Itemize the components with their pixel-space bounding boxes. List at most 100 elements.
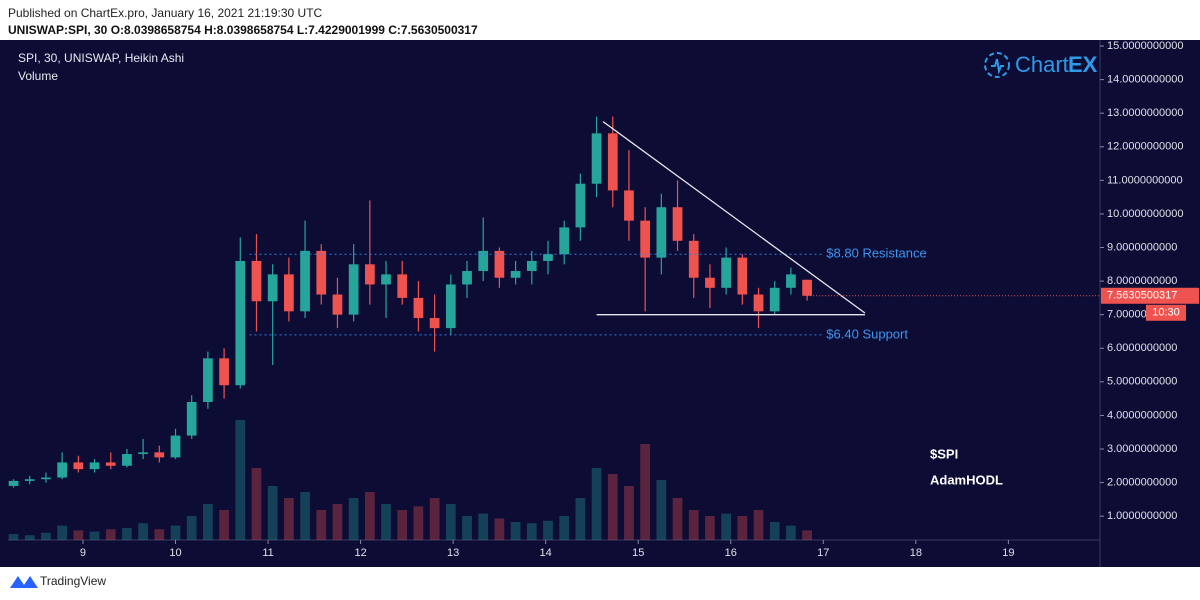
countdown-box [1146, 304, 1186, 321]
volume-bar [656, 480, 667, 540]
candle-body [413, 297, 424, 319]
candle-body [721, 257, 731, 288]
volume-bar [786, 525, 796, 540]
x-tick-label: 14 [540, 547, 552, 559]
volume-bar [267, 486, 278, 540]
volume-bar [8, 534, 19, 540]
volume-bar [413, 506, 424, 540]
y-tick-label: 6.0000000000 [1107, 342, 1177, 354]
volume-bar [24, 535, 35, 540]
volume-bar [154, 529, 165, 540]
candle-body [89, 462, 100, 470]
volume-bar [737, 516, 748, 540]
candle-body [105, 462, 116, 466]
logo-accent: EX [1068, 52, 1098, 77]
candle-body [73, 462, 84, 470]
x-tick-label: 12 [354, 547, 366, 559]
volume-bar [235, 420, 246, 540]
candle-body [526, 260, 537, 272]
volume-bar [494, 518, 505, 540]
candle-body [122, 454, 132, 466]
volume-bar [316, 510, 327, 540]
y-tick-label: 13.0000000000 [1107, 107, 1183, 119]
volume-bar [57, 525, 67, 540]
x-tick-label: 9 [80, 547, 86, 559]
volume-bar [429, 498, 440, 540]
candle-body [41, 477, 51, 480]
volume-bar [769, 522, 780, 540]
candle-body [8, 480, 19, 486]
footer-text: TradingView [40, 574, 106, 588]
x-tick-label: 16 [725, 547, 737, 559]
y-tick-label: 5.0000000000 [1107, 376, 1177, 388]
y-tick-label: 8.0000000000 [1107, 275, 1177, 287]
volume-bar [510, 522, 521, 540]
candle-body [138, 452, 148, 455]
chart-title: SPI, 30, UNISWAP, Heikin Ashi [18, 51, 184, 65]
candle-body [769, 287, 780, 312]
candle-body [656, 207, 667, 258]
candle-body [186, 401, 197, 436]
tradingview-icon [10, 576, 38, 588]
candle-body [235, 260, 246, 386]
volume-bar [591, 468, 602, 540]
candle-body [429, 318, 440, 329]
x-tick-label: 15 [632, 547, 644, 559]
volume-bar [251, 468, 262, 540]
candle-body [397, 274, 408, 298]
logo-text: Chart [1015, 52, 1069, 77]
candle-body [802, 279, 812, 296]
candle-body [267, 274, 278, 302]
volume-bar [381, 504, 391, 540]
y-tick-label: 14.0000000000 [1107, 74, 1183, 86]
y-tick-label: 11.0000000000 [1107, 174, 1183, 186]
note: $SPI [930, 446, 958, 461]
candle-body [640, 220, 651, 258]
chart-background [0, 40, 1200, 567]
volume-bar [802, 530, 812, 540]
y-tick-label: 4.0000000000 [1107, 409, 1177, 421]
volume-bar [397, 510, 408, 540]
candle-body [591, 133, 602, 184]
candle-body [786, 274, 796, 288]
candle-body [445, 284, 456, 329]
candle-body [57, 462, 67, 478]
volume-bar [705, 516, 715, 540]
note: AdamHODL [930, 472, 1003, 487]
volume-bar [462, 516, 472, 540]
candle-body [607, 133, 618, 191]
volume-bar [526, 523, 537, 540]
volume-bar [753, 510, 764, 540]
x-tick-label: 10 [169, 547, 181, 559]
y-tick-label: 15.0000000000 [1107, 40, 1183, 52]
volume-bar [105, 529, 116, 540]
candle-body [478, 250, 489, 272]
last-price-box [1101, 287, 1199, 304]
candle-body [753, 294, 764, 312]
volume-bar [186, 516, 197, 540]
volume-bar [624, 486, 634, 540]
candle-body [332, 294, 343, 315]
candle-body [251, 260, 262, 302]
candle-body [284, 274, 294, 312]
candle-body [364, 264, 375, 285]
volume-bar [348, 498, 359, 540]
y-tick-label: 9.0000000000 [1107, 241, 1177, 253]
volume-bar [122, 528, 132, 540]
x-tick-label: 11 [262, 547, 273, 559]
volume-bar [203, 504, 213, 540]
volume-bar [138, 523, 148, 540]
candle-body [316, 250, 327, 295]
volume-bar [721, 513, 731, 540]
level-label: $8.80 Resistance [826, 246, 926, 261]
candle-body [381, 274, 391, 285]
y-tick-label: 12.0000000000 [1107, 141, 1183, 153]
candle-body [575, 183, 586, 228]
candle-body [624, 190, 634, 221]
candle-body [494, 250, 505, 278]
logo-pulse [991, 58, 1004, 75]
volume-bar [170, 525, 181, 540]
logo: Chart EX [984, 52, 1098, 78]
